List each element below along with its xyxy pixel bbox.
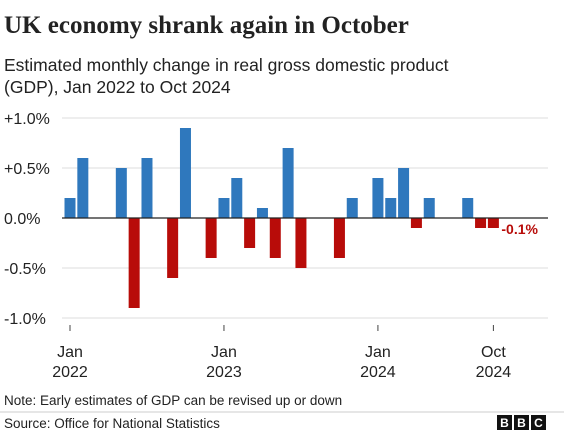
bar (256, 208, 268, 218)
bar (231, 178, 243, 218)
bar (167, 218, 179, 278)
bar (372, 178, 384, 218)
source: Source: Office for National Statistics (4, 416, 220, 431)
logo-box (497, 415, 512, 430)
logo-letter: B (500, 416, 509, 430)
bar (423, 198, 435, 218)
x-tick-label: Jan (57, 344, 83, 361)
bar (282, 148, 294, 218)
x-tick-label: 2024 (476, 364, 512, 381)
chart-title: UK economy shrank again in October (4, 12, 409, 39)
x-tick-label: Jan (211, 344, 237, 361)
y-tick-label: 0.0% (4, 211, 40, 228)
x-tick-label: Jan (365, 344, 391, 361)
bar (410, 218, 422, 228)
logo-box (514, 415, 529, 430)
bar (333, 218, 345, 258)
bar (269, 218, 281, 258)
bar (115, 168, 127, 218)
bar (295, 218, 307, 268)
chart-subtitle: (GDP), Jan 2022 to Oct 2024 (4, 77, 231, 97)
x-tick-label: 2023 (206, 364, 242, 381)
x-tick-label: Oct (481, 344, 506, 361)
logo-box (531, 415, 546, 430)
logo-letter: C (534, 416, 543, 430)
bar (462, 198, 474, 218)
bar (64, 198, 76, 218)
y-tick-label: -1.0% (4, 311, 46, 328)
bar (385, 198, 397, 218)
bar (218, 198, 230, 218)
bar (244, 218, 256, 248)
bar (128, 218, 140, 308)
value-label: -0.1% (501, 221, 538, 237)
y-tick-label: +1.0% (4, 111, 50, 128)
chart-subtitle: Estimated monthly change in real gross d… (4, 55, 449, 75)
y-tick-label: -0.5% (4, 261, 46, 278)
bar (205, 218, 217, 258)
x-tick-label: 2022 (52, 364, 88, 381)
bar (398, 168, 410, 218)
x-tick-label: 2024 (360, 364, 396, 381)
note: Note: Early estimates of GDP can be revi… (4, 393, 342, 408)
bar (346, 198, 358, 218)
bar (487, 218, 499, 228)
bar (77, 158, 89, 218)
logo-letter: B (517, 416, 526, 430)
y-tick-label: +0.5% (4, 161, 50, 178)
bar (475, 218, 487, 228)
bar (179, 128, 191, 218)
bar (141, 158, 153, 218)
